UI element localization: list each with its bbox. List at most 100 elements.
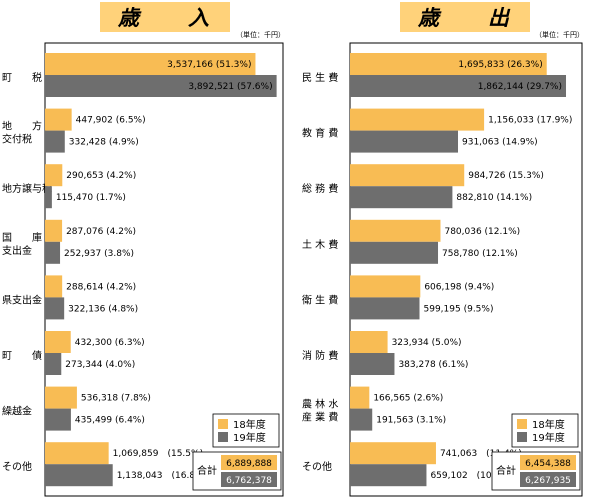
data-label: 288,614 (4.2%): [66, 282, 136, 292]
chart-panel-expenditure: 歳出歳 出（単位：千円）民 生 費1,695,833 (26.3%)1,862,…: [302, 2, 584, 497]
total-label: 合計: [197, 464, 217, 477]
data-label: 758,780 (12.1%): [442, 249, 518, 259]
bar-18: [350, 219, 441, 242]
data-label: 290,653 (4.2%): [66, 171, 136, 181]
data-label: 1,695,833 (26.3%): [458, 60, 542, 70]
total-value-18: 6,454,388: [525, 459, 571, 469]
category-label: 農 林 水: [302, 398, 338, 411]
legend-swatch: [517, 432, 527, 442]
data-label: 432,300 (6.3%): [75, 338, 145, 348]
data-label: 273,344 (4.0%): [65, 360, 135, 370]
bar-19: [350, 186, 453, 209]
data-label: 1,069,859 (15.5%): [113, 449, 203, 459]
chart-title-char: 歳: [417, 6, 442, 30]
bar-19: [45, 464, 113, 487]
legend-swatch: [218, 432, 228, 442]
legend-swatch: [517, 419, 527, 429]
category-label: 県支出金: [2, 293, 42, 306]
bar-18: [45, 275, 63, 298]
chart-title-char: 入: [188, 6, 209, 30]
data-label: 252,937 (3.8%): [64, 249, 134, 259]
category-label: 交付税: [2, 133, 32, 146]
total-swatch-18: [520, 455, 576, 470]
data-label: 447,902 (6.5%): [76, 116, 146, 126]
category-label: 町 税: [2, 71, 42, 84]
chart-title-char: 出: [488, 6, 511, 30]
bar-18: [350, 386, 370, 409]
category-label: 教 育 費: [302, 127, 338, 140]
data-label: 3,537,166 (51.3%): [167, 60, 251, 70]
bar-19: [350, 130, 459, 153]
data-label: 383,278 (6.1%): [398, 360, 468, 370]
legend-label: 18年度: [233, 418, 266, 431]
category-label: 総 務 費: [302, 182, 338, 195]
chart-panel-revenue: 歳入歳 入（単位：千円）町 税3,537,166 (51.3%)3,892,52…: [2, 2, 285, 497]
chart-title-char: 歳: [117, 6, 142, 30]
total-swatch-18: [221, 455, 277, 470]
category-label: 衛 生 費: [302, 293, 338, 306]
data-label: 323,934 (5.0%): [392, 338, 462, 348]
data-label: 1,138,043 (16.8%): [117, 471, 207, 481]
category-label: 地方譲与税: [2, 182, 52, 195]
bar-19: [350, 353, 395, 375]
category-label: 繰越金: [2, 405, 32, 418]
data-label: 984,726 (15.3%): [468, 171, 544, 181]
bar-19: [350, 241, 439, 264]
data-label: 287,076 (4.2%): [66, 227, 136, 237]
legend-swatch: [218, 419, 228, 429]
bar-19: [45, 186, 52, 209]
total-swatch-19: [221, 472, 277, 487]
bar-18: [350, 164, 465, 187]
data-label: 741,063 (11.4%): [440, 449, 522, 459]
category-label: 消 防 費: [302, 349, 338, 362]
legend-label: 18年度: [532, 418, 565, 431]
total-swatch-19: [520, 472, 576, 487]
data-label: 115,470 (1.7%): [56, 193, 126, 203]
category-label: 民 生 費: [302, 71, 338, 84]
legend-label: 19年度: [532, 431, 565, 444]
total-value-19: 6,762,378: [226, 476, 272, 486]
bar-18: [45, 331, 71, 353]
bar-19: [350, 464, 427, 487]
data-label: 606,198 (9.4%): [424, 282, 494, 292]
unit-label: （単位：千円）: [236, 30, 285, 39]
legend-label: 19年度: [233, 431, 266, 444]
bar-18: [350, 53, 547, 75]
data-label: 659,102 (10.5%): [430, 471, 512, 481]
category-label: 産 業 費: [302, 411, 338, 424]
category-label: 国 庫: [2, 231, 42, 244]
title-band: [100, 2, 230, 32]
data-label: 599,195 (9.5%): [424, 304, 494, 314]
total-value-19: 6,267,935: [525, 476, 571, 486]
data-label: 780,036 (12.1%): [444, 227, 520, 237]
bar-18: [45, 53, 256, 75]
bar-19: [45, 75, 277, 97]
data-label: 882,810 (14.1%): [456, 193, 532, 203]
bar-18: [350, 275, 421, 298]
bar-19: [350, 297, 420, 320]
bar-19: [45, 241, 61, 264]
bar-18: [350, 442, 436, 465]
bar-19: [45, 297, 65, 320]
total-label: 合計: [496, 464, 516, 477]
plot-frame: [44, 42, 284, 497]
bar-18: [350, 108, 485, 131]
bar-18: [45, 442, 109, 465]
category-label: その他: [2, 460, 32, 473]
data-label: 191,563 (3.1%): [376, 416, 446, 426]
data-label: 166,565 (2.6%): [373, 394, 443, 404]
category-label: 町 債: [2, 349, 42, 362]
plot-frame: [349, 42, 583, 497]
bar-18: [45, 386, 77, 409]
unit-label: （単位：千円）: [535, 30, 584, 39]
data-label: 536,318 (7.8%): [81, 394, 151, 404]
data-label: 332,428 (4.9%): [69, 138, 139, 148]
data-label: 1,156,033 (17.9%): [488, 116, 572, 126]
bar-19: [45, 408, 71, 431]
bar-19: [350, 408, 373, 431]
bar-19: [45, 353, 62, 375]
bar-19: [350, 75, 567, 97]
bar-19: [45, 130, 65, 153]
total-value-18: 6,889,888: [226, 459, 272, 469]
